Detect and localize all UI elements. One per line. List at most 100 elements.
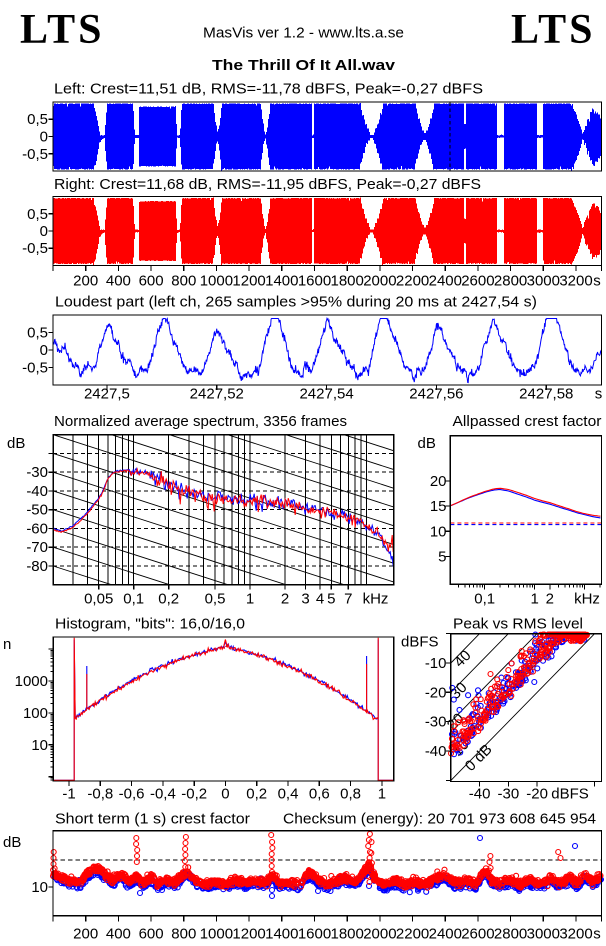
svg-text:400: 400 <box>106 273 131 290</box>
svg-text:kHz: kHz <box>574 591 600 608</box>
svg-text:-0,4: -0,4 <box>150 786 176 803</box>
svg-text:0: 0 <box>221 786 229 803</box>
svg-text:-40: -40 <box>26 483 48 500</box>
svg-text:-0,5: -0,5 <box>22 240 48 257</box>
svg-text:10: 10 <box>31 879 48 896</box>
svg-text:s: s <box>593 273 601 290</box>
svg-text:1400: 1400 <box>265 926 298 943</box>
svg-text:200: 200 <box>73 273 98 290</box>
svg-text:-30: -30 <box>498 786 520 803</box>
svg-text:1: 1 <box>378 786 386 803</box>
svg-text:0,5: 0,5 <box>205 591 226 608</box>
svg-text:2000: 2000 <box>363 273 396 290</box>
svg-text:0: 0 <box>40 129 48 146</box>
svg-text:4: 4 <box>316 591 324 608</box>
svg-text:2427,56: 2427,56 <box>409 386 463 403</box>
svg-text:1: 1 <box>531 591 539 608</box>
svg-text:2800: 2800 <box>494 273 527 290</box>
svg-text:10: 10 <box>31 737 48 754</box>
svg-text:-20: -20 <box>526 786 548 803</box>
svg-text:3000: 3000 <box>527 273 560 290</box>
svg-text:2427,52: 2427,52 <box>190 386 244 403</box>
svg-text:1600: 1600 <box>298 273 331 290</box>
svg-text:400: 400 <box>106 926 131 943</box>
svg-text:0,1: 0,1 <box>123 591 144 608</box>
svg-text:2: 2 <box>546 591 554 608</box>
svg-text:-0,5: -0,5 <box>22 146 48 163</box>
svg-text:1000: 1000 <box>200 273 233 290</box>
svg-text:The Thrill Of It All.wav: The Thrill Of It All.wav <box>212 57 396 74</box>
svg-text:2427,58: 2427,58 <box>519 386 573 403</box>
svg-text:-10: -10 <box>425 655 447 672</box>
svg-text:LTS: LTS <box>20 7 105 53</box>
svg-text:1000: 1000 <box>200 926 233 943</box>
svg-text:-40: -40 <box>425 743 447 760</box>
svg-text:0: 0 <box>40 342 48 359</box>
svg-text:10: 10 <box>430 523 447 540</box>
svg-text:-80: -80 <box>26 558 48 575</box>
svg-text:dB: dB <box>3 834 21 851</box>
svg-text:3: 3 <box>301 591 309 608</box>
svg-text:2200: 2200 <box>396 926 429 943</box>
svg-text:1800: 1800 <box>331 926 364 943</box>
svg-text:Histogram, "bits": 16,0/16,0: Histogram, "bits": 16,0/16,0 <box>55 616 245 633</box>
svg-text:2427,54: 2427,54 <box>299 386 353 403</box>
svg-text:5: 5 <box>438 548 446 565</box>
svg-text:1: 1 <box>246 591 254 608</box>
svg-text:-0,5: -0,5 <box>22 360 48 377</box>
svg-text:2600: 2600 <box>461 926 494 943</box>
svg-text:Checksum (energy): 20 701 973: Checksum (energy): 20 701 973 608 645 95… <box>283 811 596 828</box>
svg-text:dB: dB <box>7 435 25 452</box>
svg-text:0,1: 0,1 <box>474 591 495 608</box>
svg-text:kHz: kHz <box>363 591 389 608</box>
svg-text:5: 5 <box>327 591 335 608</box>
svg-text:2400: 2400 <box>429 926 462 943</box>
svg-text:MasVis ver 1.2 - www.lts.a.se: MasVis ver 1.2 - www.lts.a.se <box>203 25 404 42</box>
svg-text:1600: 1600 <box>298 926 331 943</box>
svg-text:-70: -70 <box>26 539 48 556</box>
svg-text:3200: 3200 <box>559 926 592 943</box>
svg-text:-40: -40 <box>469 786 491 803</box>
svg-text:dBFS: dBFS <box>401 634 439 651</box>
svg-text:0,5: 0,5 <box>27 206 48 223</box>
svg-text:-0,2: -0,2 <box>181 786 207 803</box>
svg-text:20: 20 <box>430 473 447 490</box>
svg-text:dBFS: dBFS <box>551 786 589 803</box>
svg-text:-0,6: -0,6 <box>119 786 145 803</box>
svg-text:1200: 1200 <box>232 273 265 290</box>
svg-text:3000: 3000 <box>527 926 560 943</box>
svg-text:2400: 2400 <box>429 273 462 290</box>
svg-text:-30: -30 <box>425 714 447 731</box>
svg-text:100: 100 <box>23 705 48 722</box>
svg-text:n: n <box>3 636 11 653</box>
svg-text:-30: -30 <box>26 464 48 481</box>
svg-text:0,5: 0,5 <box>27 325 48 342</box>
svg-text:2200: 2200 <box>396 273 429 290</box>
svg-text:7: 7 <box>344 591 352 608</box>
svg-text:0,2: 0,2 <box>158 591 179 608</box>
svg-text:3200: 3200 <box>559 273 592 290</box>
svg-text:0: 0 <box>40 223 48 240</box>
svg-text:Peak vs RMS level: Peak vs RMS level <box>453 616 583 633</box>
svg-text:0,05: 0,05 <box>84 591 113 608</box>
svg-text:800: 800 <box>171 926 196 943</box>
svg-text:2000: 2000 <box>363 926 396 943</box>
svg-text:Right: Crest=11,68 dB, RMS=-11: Right: Crest=11,68 dB, RMS=-11,95 dBFS, … <box>54 176 481 193</box>
svg-text:600: 600 <box>139 926 164 943</box>
svg-text:1200: 1200 <box>232 926 265 943</box>
svg-text:200: 200 <box>73 926 98 943</box>
svg-text:0,6: 0,6 <box>309 786 330 803</box>
svg-text:0,8: 0,8 <box>340 786 361 803</box>
svg-text:s: s <box>593 926 601 943</box>
svg-text:40: 40 <box>451 647 475 671</box>
svg-text:s: s <box>595 386 603 403</box>
svg-text:-0,8: -0,8 <box>87 786 113 803</box>
svg-text:dB: dB <box>418 435 436 452</box>
svg-text:0,2: 0,2 <box>246 786 267 803</box>
svg-text:LTS: LTS <box>511 7 596 53</box>
svg-text:Short term (1 s) crest factor: Short term (1 s) crest factor <box>55 811 250 828</box>
svg-text:-20: -20 <box>425 684 447 701</box>
svg-text:Loudest part (left ch, 265 sa: Loudest part (left ch, 265 samples >95% … <box>55 294 537 311</box>
svg-text:-50: -50 <box>26 502 48 519</box>
svg-text:15: 15 <box>430 498 447 515</box>
